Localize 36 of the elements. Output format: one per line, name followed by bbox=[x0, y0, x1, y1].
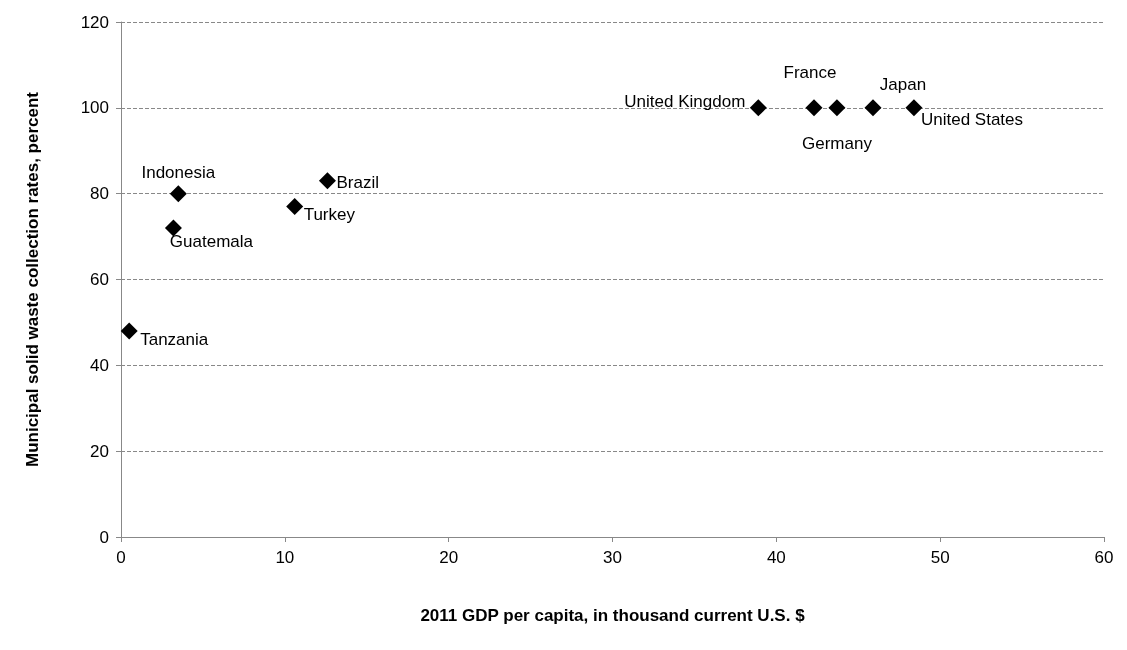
point bbox=[120, 322, 138, 340]
x-tick-label: 40 bbox=[766, 548, 786, 567]
x-tick-label: 60 bbox=[1094, 548, 1114, 567]
x-tick-label: 30 bbox=[603, 548, 622, 567]
y-tick-label: 40 bbox=[90, 355, 109, 375]
y-tick-label: 100 bbox=[80, 98, 109, 118]
annotation: United States bbox=[920, 110, 1024, 130]
point bbox=[749, 99, 767, 117]
x-tick-label: 50 bbox=[930, 548, 950, 567]
y-axis-title: Municipal solid waste collection rates, percent bbox=[23, 91, 42, 468]
annotation: United Kingdom bbox=[624, 92, 746, 112]
annotation: Tanzania bbox=[140, 329, 209, 349]
point bbox=[828, 99, 846, 117]
annotation: France bbox=[783, 62, 837, 82]
x-axis-title: 2011 GDP per capita, in thousand current U.S. $ bbox=[420, 606, 806, 625]
annotation: Turkey bbox=[303, 205, 356, 225]
y-tick-label: 80 bbox=[90, 184, 109, 204]
y-tick-label: 60 bbox=[90, 270, 109, 289]
y-tick-label: 0 bbox=[99, 527, 109, 547]
point bbox=[164, 219, 182, 237]
annotation: Brazil bbox=[336, 173, 379, 193]
annotation: Japan bbox=[879, 74, 927, 94]
x-tick-label: 20 bbox=[439, 548, 459, 567]
annotation: Guatemala bbox=[169, 232, 254, 251]
point bbox=[905, 99, 923, 117]
y-tick-label: 120 bbox=[80, 12, 109, 32]
annotation: Indonesia bbox=[141, 162, 216, 182]
x-tick-label: 10 bbox=[275, 548, 295, 567]
point bbox=[318, 172, 336, 190]
x-tick-label: 0 bbox=[116, 548, 126, 567]
y-tick-label: 20 bbox=[90, 441, 109, 461]
point bbox=[286, 198, 304, 216]
point bbox=[864, 99, 882, 117]
annotation: Germany bbox=[801, 133, 873, 153]
point bbox=[169, 185, 187, 203]
point bbox=[805, 99, 823, 117]
